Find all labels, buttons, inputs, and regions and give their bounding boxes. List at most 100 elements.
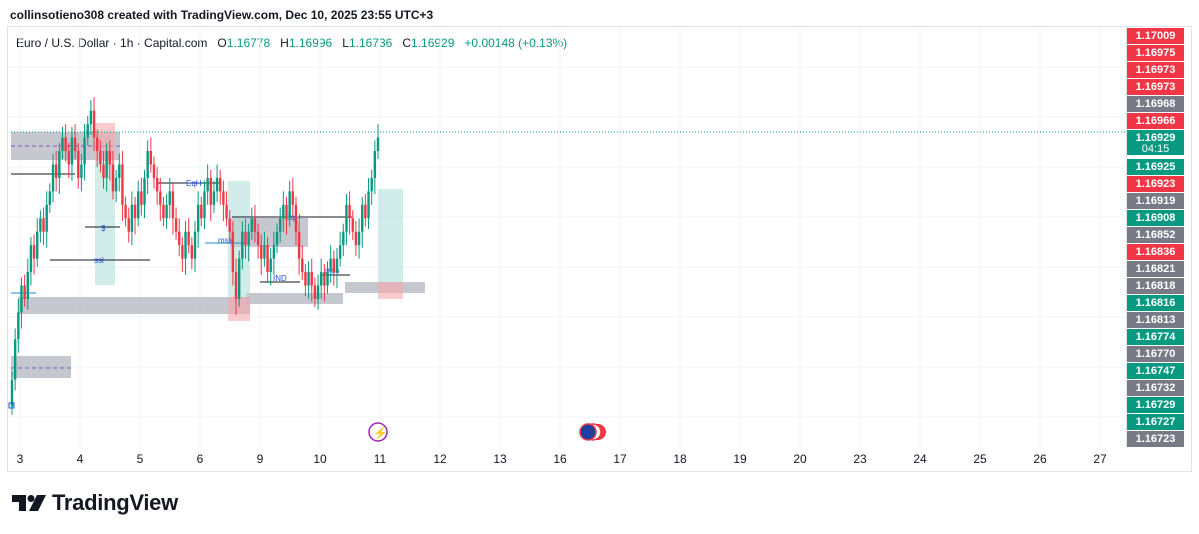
candle-body — [275, 231, 279, 246]
candle-body — [181, 245, 184, 259]
candle-body — [288, 191, 291, 219]
candle-body — [200, 204, 203, 219]
candle-body — [297, 231, 301, 259]
price-label: 1.17009 — [1127, 28, 1184, 44]
price-label: 1.16852 — [1127, 227, 1184, 243]
close-value: 1.16929 — [411, 36, 455, 50]
candle-body — [266, 245, 269, 273]
candle-body — [307, 272, 310, 286]
candle-body — [304, 272, 307, 286]
time-tick-label: 9 — [256, 452, 264, 466]
candle-body — [316, 285, 320, 299]
demand-zone-long — [18, 297, 250, 314]
candle-body — [39, 218, 42, 232]
candle-body — [219, 177, 222, 192]
time-tick-label: 20 — [793, 452, 807, 466]
candle-body — [174, 218, 178, 232]
candle-body — [209, 177, 212, 205]
candle-body — [102, 164, 105, 178]
candle-body — [108, 151, 112, 165]
bear-box — [228, 297, 250, 321]
candle-body — [332, 258, 336, 273]
candle-body — [86, 124, 89, 138]
candle-body — [187, 231, 190, 246]
time-tick-label: 27 — [1093, 452, 1107, 466]
price-label: 1.16973 — [1127, 62, 1184, 78]
lightning-event-icon[interactable] — [368, 422, 388, 442]
candle-body — [10, 379, 14, 407]
candle-body — [342, 231, 345, 246]
candle-body — [13, 339, 17, 380]
price-label: 1.16966 — [1127, 113, 1184, 129]
time-tick-label: 6 — [196, 452, 204, 466]
candle-body — [320, 272, 323, 286]
tradingview-logo-icon — [12, 495, 46, 511]
price-label: 1.16729 — [1127, 397, 1184, 413]
time-tick-label: 13 — [493, 452, 507, 466]
candle-body — [23, 285, 26, 299]
candle-body — [17, 312, 20, 340]
lightning-glyph-icon: ⚡ — [373, 426, 388, 440]
candle-body — [323, 272, 326, 286]
time-tick-label: 12 — [433, 452, 447, 466]
price-label: 1.16816 — [1127, 295, 1184, 311]
price-label: 1.16929 — [1127, 130, 1184, 146]
price-label: 1.16836 — [1127, 244, 1184, 260]
open-label: O — [217, 36, 227, 50]
candle-body — [127, 218, 130, 232]
candle-body — [225, 204, 228, 219]
candle-body — [354, 231, 358, 246]
time-tick-label: 19 — [733, 452, 747, 466]
candle-body — [140, 191, 143, 205]
price-label: 1.16770 — [1127, 346, 1184, 362]
open-value: 1.16778 — [226, 36, 271, 50]
grid-lines — [8, 27, 1126, 447]
price-axis[interactable] — [1126, 27, 1192, 447]
countdown-label: 04:15 — [1127, 143, 1184, 155]
candle-body — [263, 245, 266, 259]
candle-body — [361, 204, 364, 232]
candle-body — [253, 218, 257, 232]
time-tick-label: 11 — [373, 452, 387, 466]
candle-body — [313, 285, 317, 299]
candle-body — [105, 151, 108, 178]
candle-body — [282, 204, 285, 219]
candle-body — [118, 164, 121, 178]
candle-body — [338, 245, 342, 259]
candle-body — [196, 204, 200, 232]
header-attribution: collinsotieno308 created with TradingVie… — [10, 8, 434, 22]
candle-body — [64, 137, 67, 152]
candle-body — [326, 272, 329, 286]
price-label: 1.16908 — [1127, 210, 1184, 226]
candle-body — [228, 218, 231, 232]
symbol-name[interactable]: Euro / U.S. Dollar · 1h · Capital.com — [16, 36, 208, 50]
candle-body — [370, 177, 373, 192]
candle-body — [222, 191, 225, 205]
low-label: L — [342, 36, 349, 50]
candle-body — [231, 231, 235, 273]
candle-body — [373, 151, 377, 178]
candle-body — [45, 204, 48, 232]
price-label: 1.16727 — [1127, 414, 1184, 430]
candle-body — [294, 204, 298, 232]
candle-body — [206, 177, 209, 192]
time-tick-label: 23 — [853, 452, 867, 466]
candle-body — [184, 231, 187, 259]
drawing-marker-icon[interactable] — [8, 402, 15, 409]
candle-body — [29, 245, 33, 273]
candle-body — [203, 191, 206, 219]
candle-body — [237, 258, 241, 299]
demand-zone-bottom — [11, 356, 71, 378]
flag-event-icon[interactable] — [579, 423, 597, 441]
candle-body — [301, 258, 304, 273]
candle-body — [168, 191, 171, 205]
candle-body — [70, 137, 74, 165]
candle-body — [121, 164, 124, 205]
demand-zone-mid — [246, 293, 343, 304]
candle-body — [124, 204, 127, 219]
tradingview-logo[interactable]: TradingView — [12, 490, 178, 516]
annotation-eqh-2: EqH — [285, 213, 301, 222]
candle-body — [20, 285, 23, 313]
candle-body — [241, 231, 244, 259]
